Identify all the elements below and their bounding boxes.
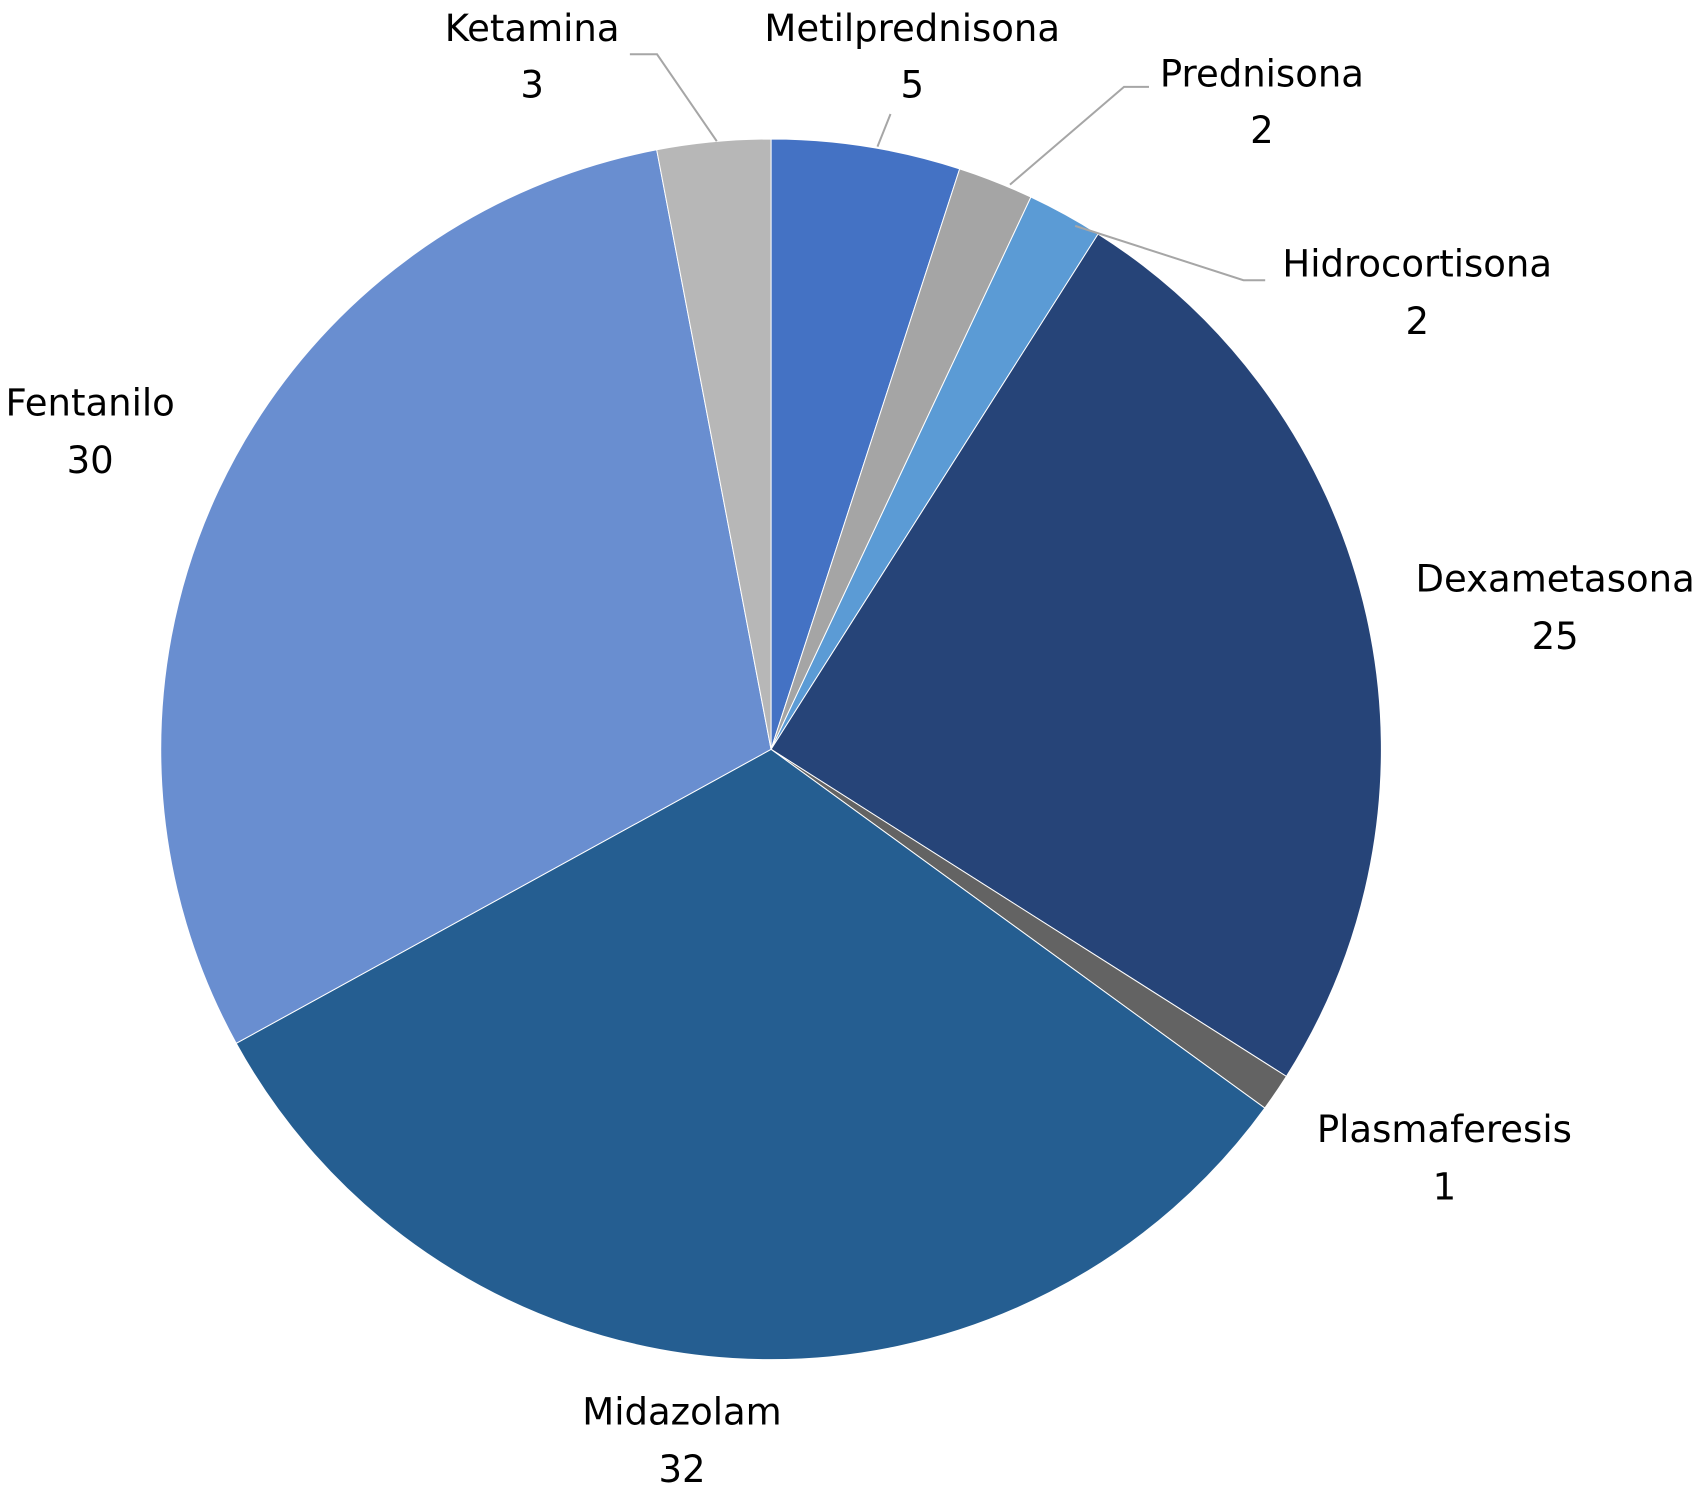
slice-label: Prednisona — [1160, 53, 1364, 96]
pie-slice — [770, 233, 1382, 1078]
leader-line — [1074, 224, 1266, 282]
value-label: 25 — [1532, 615, 1579, 658]
slice-label: Midazolam — [582, 1390, 781, 1433]
leader-line — [629, 53, 718, 142]
leader-line — [876, 113, 892, 147]
slice-label: Fentanilo — [5, 382, 174, 425]
value-label: 30 — [67, 439, 114, 482]
value-label: 3 — [520, 63, 544, 106]
slice-label: Hidrocortisona — [1282, 243, 1552, 286]
value-label: 32 — [658, 1448, 705, 1491]
value-label: 2 — [1405, 300, 1429, 343]
slice-label: Metilprednisona — [764, 7, 1060, 50]
pie-slice — [656, 138, 772, 750]
value-label: 5 — [900, 63, 924, 106]
value-label: 2 — [1250, 109, 1274, 152]
slice-label: Ketamina — [445, 7, 620, 50]
leader-line — [1009, 85, 1149, 186]
pie-slice — [235, 748, 1266, 1361]
value-label: 1 — [1433, 1166, 1457, 1209]
slice-label: Dexametasona — [1416, 558, 1695, 601]
slice-label: Plasmaferesis — [1317, 1108, 1572, 1151]
pie-slice — [770, 138, 961, 750]
pie-slice — [160, 149, 772, 1045]
